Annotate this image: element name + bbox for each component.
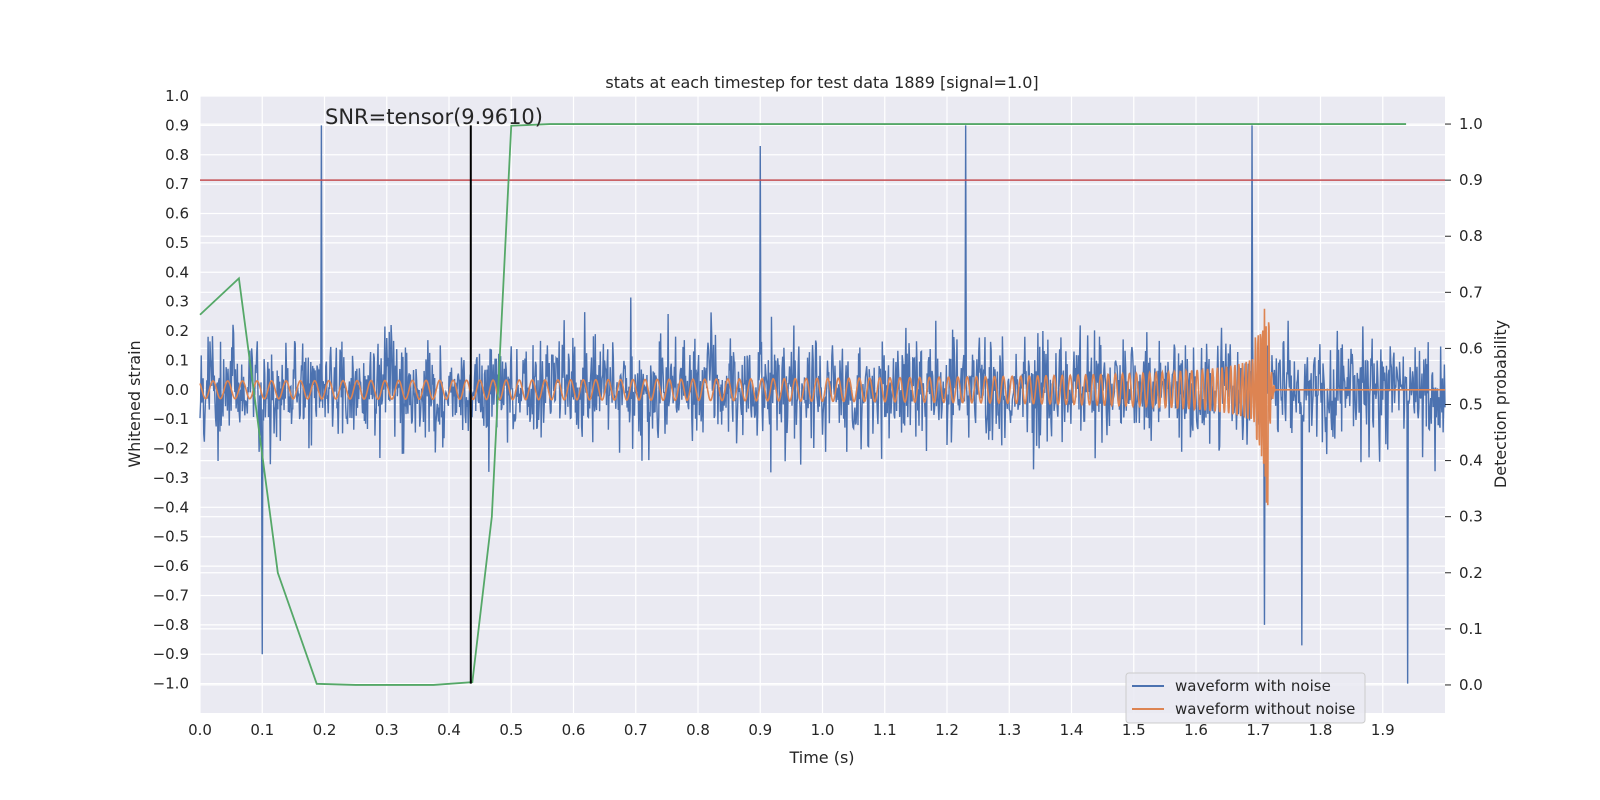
legend: waveform with noise waveform without noi… — [1125, 672, 1366, 724]
y-right-tick-label: 0.4 — [1459, 452, 1483, 470]
y-tick-label: 0.1 — [165, 351, 189, 369]
y-tick-label: 0.8 — [165, 146, 189, 164]
y-tick-label: 0.0 — [165, 381, 189, 399]
x-tick-label: 1.1 — [873, 721, 897, 739]
y-tick-label: −0.5 — [153, 528, 189, 546]
y-axis-right-label: Detection probability — [1491, 320, 1510, 488]
series-waveform-without-noise — [199, 308, 1445, 506]
ticks: 0.0 0.1 0.2 0.3 0.4 0.5 0.6 0.7 0.8 0.9 1.0 1.1 1.2 1… — [153, 87, 1483, 739]
y-right-tick-label: 0.3 — [1459, 508, 1483, 526]
x-tick-label: 0.5 — [499, 721, 523, 739]
x-tick-label: 1.6 — [1184, 721, 1208, 739]
x-tick-label: 0.2 — [313, 721, 337, 739]
grid — [199, 95, 1445, 713]
x-tick-label: 1.9 — [1371, 721, 1395, 739]
x-tick-label: 0.3 — [375, 721, 399, 739]
y-right-tick-label: 0.6 — [1459, 339, 1483, 357]
y-right-tick-label: 0.2 — [1459, 564, 1483, 582]
x-tick-label: 0.0 — [188, 721, 212, 739]
y-right-tick-label: 1.0 — [1459, 115, 1483, 133]
y-right-tick-label: 0.1 — [1459, 620, 1483, 638]
x-tick-label: 1.8 — [1309, 721, 1333, 739]
x-tick-label: 1.5 — [1122, 721, 1146, 739]
x-tick-label: 1.4 — [1060, 721, 1084, 739]
y-tick-label: 0.4 — [165, 263, 189, 281]
legend-label-clean: waveform without noise — [1175, 700, 1355, 718]
y-tick-label: 1.0 — [165, 87, 189, 105]
y-tick-label: −0.9 — [153, 645, 189, 663]
series-waveform-with-noise — [199, 125, 1446, 684]
y-tick-label: 0.3 — [165, 293, 189, 311]
y-tick-label: 0.9 — [165, 116, 189, 134]
series-detection-probability — [199, 123, 1407, 686]
y-tick-label: 0.6 — [165, 205, 189, 223]
x-tick-label: 1.0 — [811, 721, 835, 739]
legend-box — [1125, 672, 1366, 724]
y-tick-label: −0.1 — [153, 410, 189, 428]
y-right-tick-label: 0.0 — [1459, 676, 1483, 694]
y-right-tick-label: 0.5 — [1459, 396, 1483, 414]
x-axis-label: Time (s) — [788, 748, 854, 767]
y-tick-label: −0.8 — [153, 616, 189, 634]
x-tick-label: 0.9 — [748, 721, 772, 739]
y-tick-label: 0.7 — [165, 175, 189, 193]
y-right-tick-label: 0.8 — [1459, 227, 1483, 245]
y-tick-label: 0.2 — [165, 322, 189, 340]
x-tick-label: 0.8 — [686, 721, 710, 739]
y-right-tick-label: 0.9 — [1459, 171, 1483, 189]
x-tick-label: 0.4 — [437, 721, 461, 739]
y-tick-label: −0.7 — [153, 586, 189, 604]
x-tick-label: 0.6 — [562, 721, 586, 739]
y-tick-label: −0.4 — [153, 498, 189, 516]
x-tick-label: 1.3 — [997, 721, 1021, 739]
y-tick-label: −0.6 — [153, 557, 189, 575]
x-tick-label: 1.2 — [935, 721, 959, 739]
y-tick-label: 0.5 — [165, 234, 189, 252]
x-tick-label: 0.1 — [250, 721, 274, 739]
x-tick-label: 0.7 — [624, 721, 648, 739]
y-right-tick-label: 0.7 — [1459, 283, 1483, 301]
snr-annotation: SNR=tensor(9.9610) — [325, 105, 543, 129]
legend-label-noisy: waveform with noise — [1175, 677, 1331, 695]
y-tick-label: −0.3 — [153, 469, 189, 487]
chart-title: stats at each timestep for test data 188… — [605, 73, 1038, 92]
y-tick-label: −0.2 — [153, 440, 189, 458]
y-tick-label: −1.0 — [153, 675, 189, 693]
y-axis-label: Whitened strain — [125, 340, 144, 467]
x-tick-label: 1.7 — [1246, 721, 1270, 739]
series-layer — [199, 123, 1446, 686]
